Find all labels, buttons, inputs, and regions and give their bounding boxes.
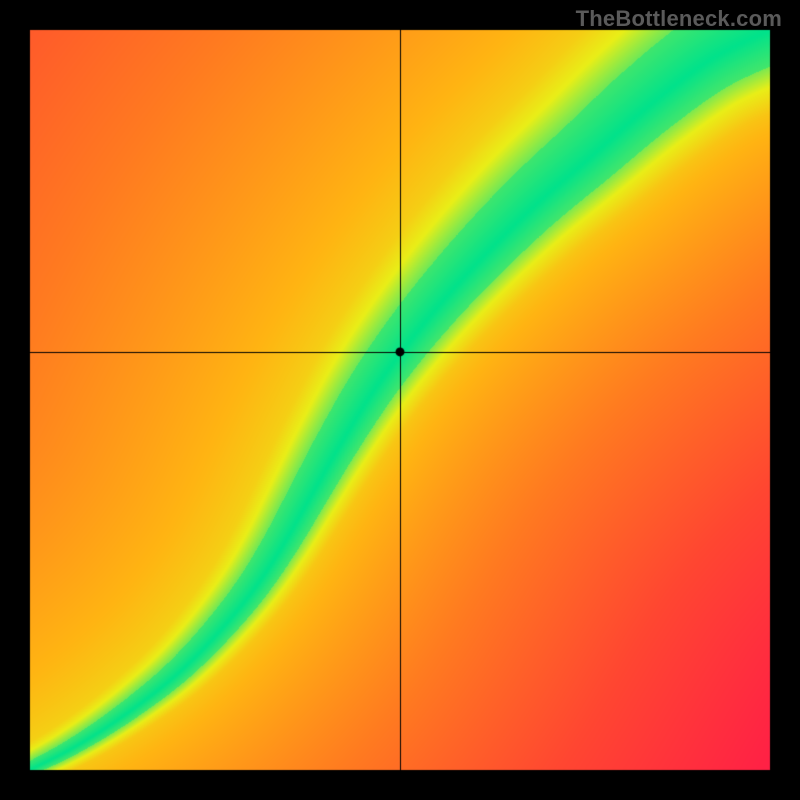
- heatmap-canvas: [0, 0, 800, 800]
- chart-container: TheBottleneck.com: [0, 0, 800, 800]
- watermark-text: TheBottleneck.com: [576, 6, 782, 32]
